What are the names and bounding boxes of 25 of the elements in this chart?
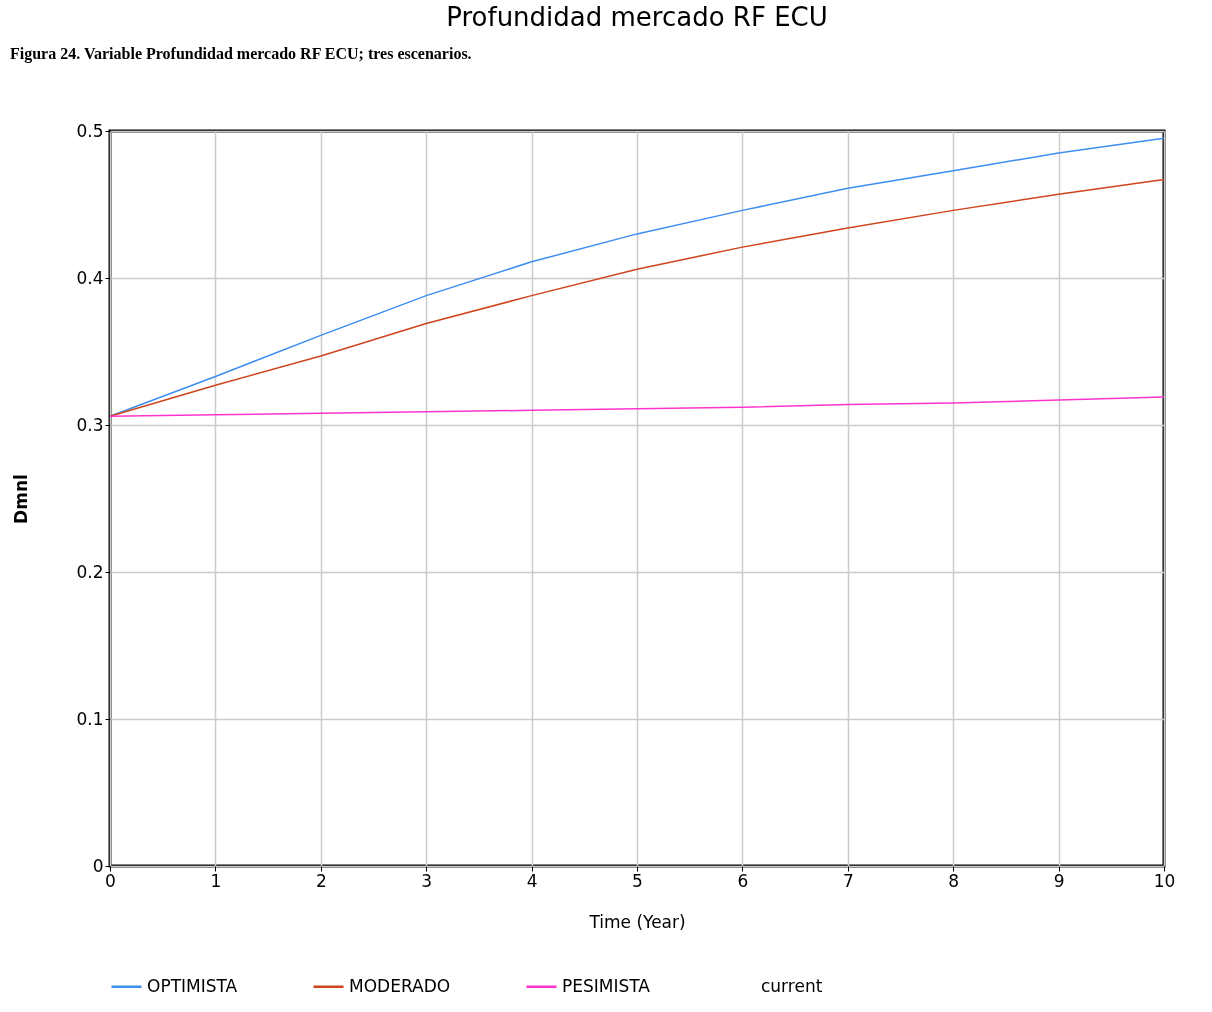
x-tick-label: 5 <box>632 870 643 891</box>
x-tick-label: 8 <box>948 870 960 891</box>
text: current <box>761 975 823 996</box>
y-axis-title: Dmnl <box>11 474 32 524</box>
y-tick-label: 0.2 <box>76 561 104 582</box>
x-tick-label: 2 <box>315 870 327 891</box>
legend-label: PESIMISTA <box>562 975 651 996</box>
legend-label: OPTIMISTA <box>147 975 238 996</box>
legend-label: MODERADO <box>349 975 451 996</box>
x-tick-label: 6 <box>737 870 749 891</box>
y-tick-label: 0.3 <box>76 414 104 435</box>
x-axis-title: Time (Year) <box>588 911 686 932</box>
text: Figura 24. Variable Profundidad mercado RF ECU; tres escenarios. <box>10 45 472 63</box>
y-tick-label: 0.5 <box>76 120 104 141</box>
y-tick-label: 0.1 <box>76 708 104 729</box>
x-tick-label: 4 <box>526 870 538 891</box>
chart-title: Profundidad mercado RF ECU <box>446 2 828 32</box>
x-tick-label: 10 <box>1153 870 1176 891</box>
x-tick-label: 9 <box>1053 870 1065 891</box>
x-tick-label: 7 <box>842 870 854 891</box>
line-series <box>109 396 1165 417</box>
y-tick-label: 0 <box>92 855 104 876</box>
x-tick-label: 3 <box>421 870 433 891</box>
y-tick-label: 0.4 <box>76 267 104 288</box>
x-tick-label: 1 <box>210 870 222 891</box>
